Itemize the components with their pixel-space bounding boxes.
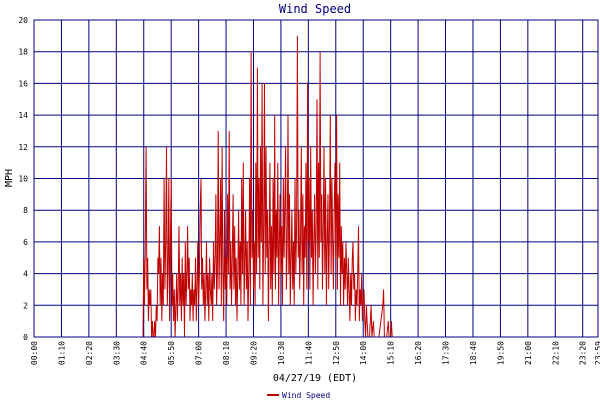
y-tick-label: 10 bbox=[18, 175, 28, 184]
y-axis-label: MPH bbox=[4, 169, 15, 187]
wind-speed-series-line bbox=[34, 35, 598, 338]
x-tick-label: 03:30 bbox=[112, 341, 121, 365]
y-tick-label: 2 bbox=[23, 301, 28, 310]
y-tick-label: 8 bbox=[23, 206, 28, 215]
x-tick-labels: 00:00 01:10 02:20 03:30 04:40 05:50 07:00 08:10… bbox=[30, 341, 600, 365]
y-tick-label: 6 bbox=[23, 238, 28, 247]
plot-border bbox=[33, 19, 599, 338]
x-tick-label: 02:20 bbox=[85, 341, 94, 365]
x-tick-label: 17:30 bbox=[442, 341, 451, 365]
y-tick-label: 14 bbox=[18, 111, 28, 120]
x-tick-label: 01:10 bbox=[57, 341, 66, 365]
y-tick-label: 4 bbox=[23, 270, 28, 279]
x-tick-label: 05:50 bbox=[167, 341, 176, 365]
x-tick-label: 19:50 bbox=[496, 341, 505, 365]
y-tick-label: 16 bbox=[18, 79, 28, 88]
x-tick-label: 00:00 bbox=[30, 341, 39, 365]
x-tick-label: 23:20 bbox=[579, 341, 588, 365]
x-tick-label: 23:59 bbox=[594, 341, 600, 365]
x-tick-label: 11:40 bbox=[304, 341, 313, 365]
series-layer bbox=[34, 35, 598, 338]
y-tick-label: 12 bbox=[18, 143, 28, 152]
x-tick-label: 04:40 bbox=[140, 341, 149, 365]
x-tick-label: 10:30 bbox=[277, 341, 286, 365]
y-tick-label: 0 bbox=[23, 333, 28, 342]
chart-title: Wind Speed bbox=[279, 2, 351, 16]
y-tick-labels: 0 2 4 6 8 10 12 14 16 18 20 bbox=[18, 16, 28, 342]
y-tick-label: 20 bbox=[18, 16, 28, 25]
x-tick-label: 18:40 bbox=[469, 341, 478, 365]
y-tick-label: 18 bbox=[18, 48, 28, 57]
x-tick-label: 09:20 bbox=[249, 341, 258, 365]
legend: Wind Speed bbox=[267, 391, 330, 400]
x-tick-label: 22:10 bbox=[551, 341, 560, 365]
x-axis-label: 04/27/19 (EDT) bbox=[273, 373, 357, 384]
x-tick-label: 16:20 bbox=[414, 341, 423, 365]
x-tick-label: 14:00 bbox=[359, 341, 368, 365]
x-tick-label: 21:00 bbox=[524, 341, 533, 365]
x-tick-label: 15:10 bbox=[387, 341, 396, 365]
x-tick-label: 07:00 bbox=[195, 341, 204, 365]
x-tick-label: 12:50 bbox=[332, 341, 341, 365]
legend-label: Wind Speed bbox=[282, 391, 330, 400]
x-tick-label: 08:10 bbox=[222, 341, 231, 365]
